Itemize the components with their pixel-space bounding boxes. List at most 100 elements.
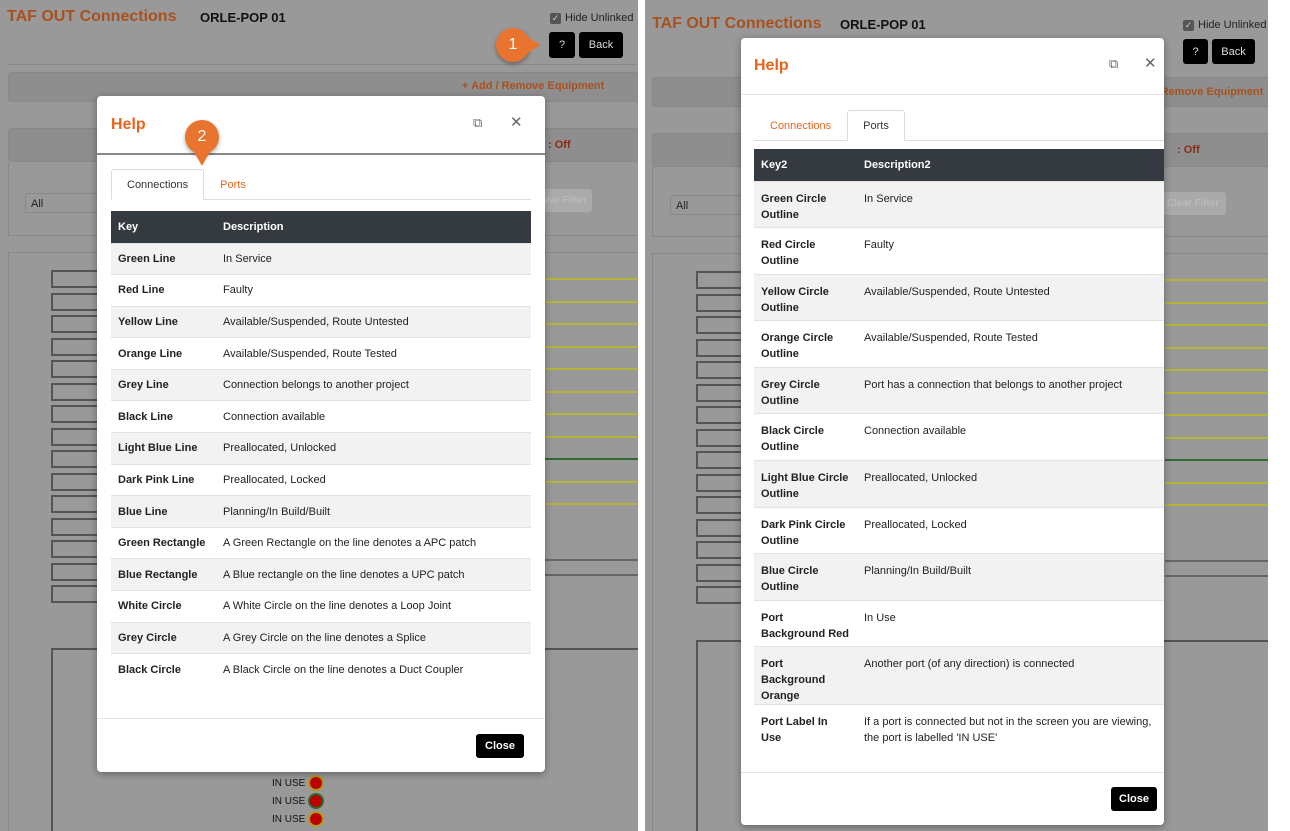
legend-key: Black Circle Outline [754, 413, 857, 461]
tab-connections[interactable]: Connections [111, 169, 205, 200]
connection-line-grey[interactable] [1165, 560, 1268, 562]
close-x-icon[interactable]: ✕ [510, 114, 523, 131]
legend-key: Grey Circle [111, 621, 216, 654]
legend-description: In Use [857, 599, 1164, 647]
tab-ports[interactable]: Ports [220, 178, 246, 191]
legend-row: White Circle A White Circle on the line d… [111, 590, 531, 623]
port-dot [308, 811, 325, 827]
toggle-status: : Off [1177, 144, 1200, 156]
filter-select[interactable]: All [670, 195, 750, 215]
legend-row: Blue Line Planning/In Build/Built [111, 495, 531, 528]
connection-line-yellow[interactable] [545, 278, 638, 280]
checkbox-checked-icon[interactable]: ✓ [1183, 19, 1194, 31]
connection-line-yellow[interactable] [1165, 279, 1268, 281]
filter-select[interactable]: All [25, 193, 105, 213]
legend-key: Yellow Circle Outline [754, 273, 857, 321]
legend-description: Planning/In Build/Built [216, 495, 531, 528]
clear-filter-button[interactable]: Clear Filter [530, 189, 592, 212]
port-in-use[interactable]: IN USE [272, 811, 325, 827]
help-modal: Help ⧉ ✕ Connections Ports Key Descriptio… [97, 96, 545, 772]
legend-key: Orange Circle Outline [754, 320, 857, 368]
legend-row: Dark Pink Circle Outline Preallocated, Lo… [754, 506, 1164, 554]
legend-row: Orange Circle Outline Available/Suspended… [754, 320, 1164, 368]
connection-line-green[interactable] [545, 458, 638, 460]
column-header-description: Description [216, 211, 531, 243]
legend-description: A Green Rectangle on the line denotes a … [216, 526, 531, 559]
connection-line-yellow[interactable] [545, 503, 638, 505]
port-dot [308, 793, 325, 809]
expand-icon[interactable]: ⧉ [1109, 56, 1119, 71]
close-button[interactable]: Close [1111, 787, 1157, 811]
header-divider [741, 94, 1164, 95]
legend-description: A Blue rectangle on the line denotes a U… [216, 558, 531, 591]
connection-line-yellow[interactable] [1165, 346, 1268, 349]
close-button[interactable]: Close [476, 734, 524, 758]
legend-row: Black Line Connection available [111, 400, 531, 433]
legend-row: Red Line Faulty [111, 274, 531, 307]
legend-key: Black Line [111, 400, 216, 433]
back-button[interactable]: Back [1212, 39, 1255, 64]
legend-key: Blue Circle Outline [754, 553, 857, 601]
connection-line-yellow[interactable] [545, 323, 638, 325]
legend-description: A Grey Circle on the line denotes a Spli… [216, 621, 531, 654]
legend-key: Green Rectangle [111, 526, 216, 559]
legend-key: Dark Pink Circle Outline [754, 506, 857, 554]
tab-ports[interactable]: Ports [847, 110, 905, 141]
connection-line-yellow[interactable] [545, 368, 638, 370]
connection-line-yellow[interactable] [1165, 324, 1268, 326]
back-button[interactable]: Back [579, 32, 623, 58]
connection-line-yellow[interactable] [1165, 301, 1268, 304]
legend-description: Connection belongs to another project [216, 368, 531, 401]
legend-row: Grey Line Connection belongs to another p… [111, 368, 531, 401]
legend-description: Available/Suspended, Route Untested [857, 273, 1164, 321]
connection-line-grey[interactable] [1165, 575, 1268, 577]
ports-legend-table: Key2 Description2 Green Circle Outline In … [754, 149, 1164, 752]
clear-filter-button[interactable]: Clear Filter [1160, 192, 1226, 215]
connection-line-yellow[interactable] [545, 390, 638, 393]
expand-icon[interactable]: ⧉ [473, 115, 483, 130]
close-x-icon[interactable]: ✕ [1144, 55, 1157, 72]
help-button[interactable]: ? [1183, 39, 1208, 64]
callout-marker-2: 2 [185, 120, 219, 166]
connection-line-yellow[interactable] [1165, 414, 1268, 416]
callout-marker-1: 1 [496, 28, 540, 62]
connection-line-green[interactable] [1165, 459, 1268, 461]
help-modal: Help ⧉ ✕ Connections Ports Key2 Descripti… [741, 38, 1164, 825]
connection-line-grey[interactable] [545, 574, 638, 576]
tab-connections[interactable]: Connections [770, 119, 832, 132]
connection-line-yellow[interactable] [545, 413, 638, 415]
add-remove-equipment-link[interactable]: + Add / Remove Equipment [462, 80, 605, 92]
legend-row: Blue Rectangle A Blue rectangle on the li… [111, 558, 531, 591]
legend-key: Red Circle Outline [754, 227, 857, 275]
connection-line-yellow[interactable] [1165, 504, 1268, 506]
port-in-use[interactable]: IN USE [272, 775, 325, 791]
connection-line-yellow[interactable] [545, 345, 638, 348]
legend-description: Connection available [857, 413, 1164, 461]
connection-line-yellow[interactable] [1165, 369, 1268, 371]
legend-description: Preallocated, Unlocked [216, 432, 531, 465]
hide-unlinked-toggle[interactable]: ✓ Hide Unlinked [550, 12, 633, 24]
legend-description: Port has a connection that belongs to an… [857, 366, 1164, 414]
legend-key: Orange Line [111, 337, 216, 370]
divider [7, 64, 638, 65]
connection-line-yellow[interactable] [1165, 481, 1268, 484]
connection-line-yellow[interactable] [1165, 391, 1268, 394]
connection-line-grey[interactable] [545, 559, 638, 561]
legend-key: Port Background Orange [754, 646, 857, 705]
legend-row: Orange Line Available/Suspended, Route Te… [111, 337, 531, 370]
connection-line-yellow[interactable] [545, 435, 638, 438]
checkbox-checked-icon[interactable]: ✓ [550, 12, 561, 24]
page-title: TAF OUT Connections [7, 8, 177, 25]
hide-unlinked-toggle[interactable]: ✓ Hide Unlinked [1183, 19, 1266, 31]
legend-description: Available/Suspended, Route Untested [216, 305, 531, 338]
legend-description: Preallocated, Locked [216, 463, 531, 496]
port-in-use[interactable]: IN USE [272, 793, 325, 809]
legend-description: Preallocated, Unlocked [857, 460, 1164, 508]
connection-line-yellow[interactable] [1165, 436, 1268, 439]
connection-line-yellow[interactable] [545, 480, 638, 483]
connection-line-yellow[interactable] [545, 300, 638, 303]
legend-row: Grey Circle A Grey Circle on the line den… [111, 621, 531, 654]
help-button[interactable]: ? [549, 32, 575, 58]
legend-key: Grey Line [111, 368, 216, 401]
location-name: ORLE-POP 01 [840, 17, 926, 32]
